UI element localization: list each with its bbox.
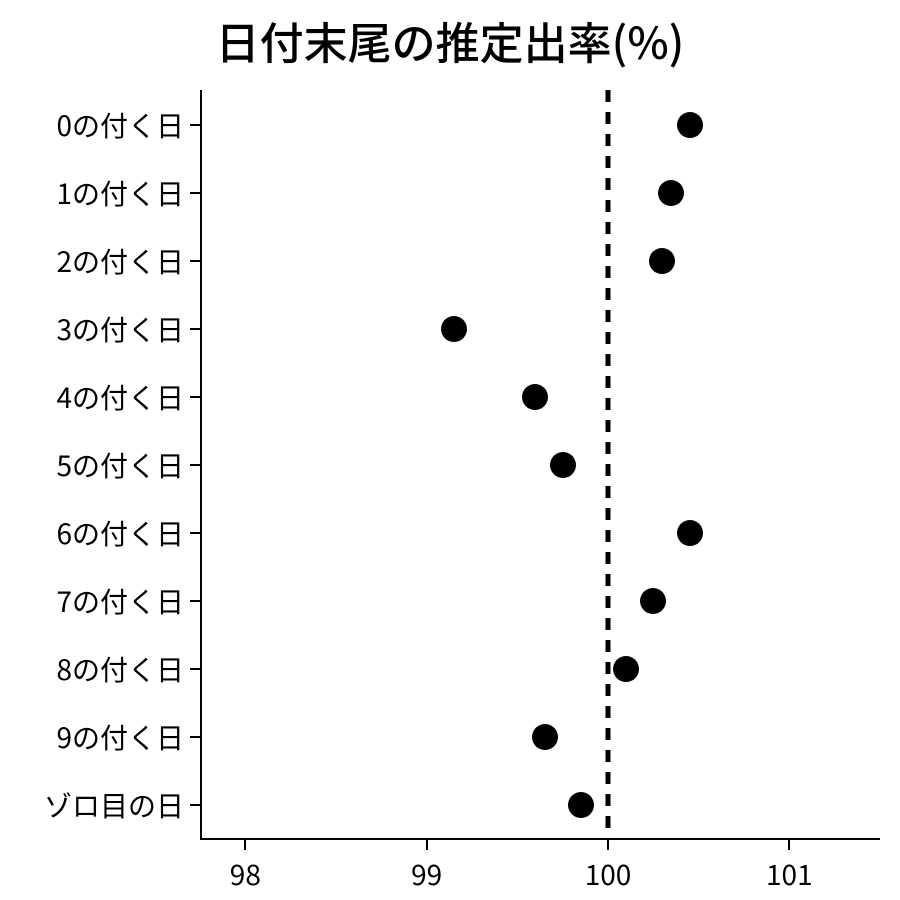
y-tick-label: 5の付く日 xyxy=(56,445,184,485)
data-point xyxy=(522,384,548,410)
x-tick xyxy=(788,840,790,850)
chart-title: 日付末尾の推定出率(%) xyxy=(0,8,900,72)
y-tick-label: 2の付く日 xyxy=(56,241,184,281)
y-tick xyxy=(190,736,200,738)
data-point xyxy=(677,520,703,546)
data-point xyxy=(550,452,576,478)
y-tick xyxy=(190,396,200,398)
y-tick-label: 1の付く日 xyxy=(56,173,184,213)
y-tick-label: 9の付く日 xyxy=(56,717,184,757)
y-tick xyxy=(190,600,200,602)
data-point xyxy=(649,248,675,274)
y-tick-label: 4の付く日 xyxy=(56,377,184,417)
data-point xyxy=(640,588,666,614)
x-tick-label: 99 xyxy=(411,854,442,894)
y-tick-label: 3の付く日 xyxy=(56,309,184,349)
y-tick xyxy=(190,532,200,534)
x-tick-label: 101 xyxy=(766,854,813,894)
data-point xyxy=(677,112,703,138)
x-axis-spine xyxy=(200,838,880,840)
y-axis-spine xyxy=(200,90,202,840)
y-tick-label: ゾロ目の日 xyxy=(44,785,184,825)
data-point xyxy=(613,656,639,682)
x-tick-label: 100 xyxy=(585,854,632,894)
y-tick-label: 0の付く日 xyxy=(56,105,184,145)
y-tick xyxy=(190,124,200,126)
y-tick-label: 7の付く日 xyxy=(56,581,184,621)
x-tick-label: 98 xyxy=(230,854,261,894)
data-point xyxy=(532,724,558,750)
y-tick xyxy=(190,328,200,330)
x-tick xyxy=(426,840,428,850)
y-tick xyxy=(190,668,200,670)
y-tick xyxy=(190,804,200,806)
y-tick-label: 8の付く日 xyxy=(56,649,184,689)
plot-area: 9899100101 0の付く日1の付く日2の付く日3の付く日4の付く日5の付く… xyxy=(200,90,880,840)
y-tick xyxy=(190,260,200,262)
data-point xyxy=(658,180,684,206)
data-point xyxy=(441,316,467,342)
y-tick-label: 6の付く日 xyxy=(56,513,184,553)
reference-line xyxy=(606,90,611,840)
chart-root: 日付末尾の推定出率(%) 9899100101 0の付く日1の付く日2の付く日3… xyxy=(0,0,900,900)
data-point xyxy=(568,792,594,818)
x-tick xyxy=(607,840,609,850)
y-tick xyxy=(190,192,200,194)
y-tick xyxy=(190,464,200,466)
x-tick xyxy=(244,840,246,850)
